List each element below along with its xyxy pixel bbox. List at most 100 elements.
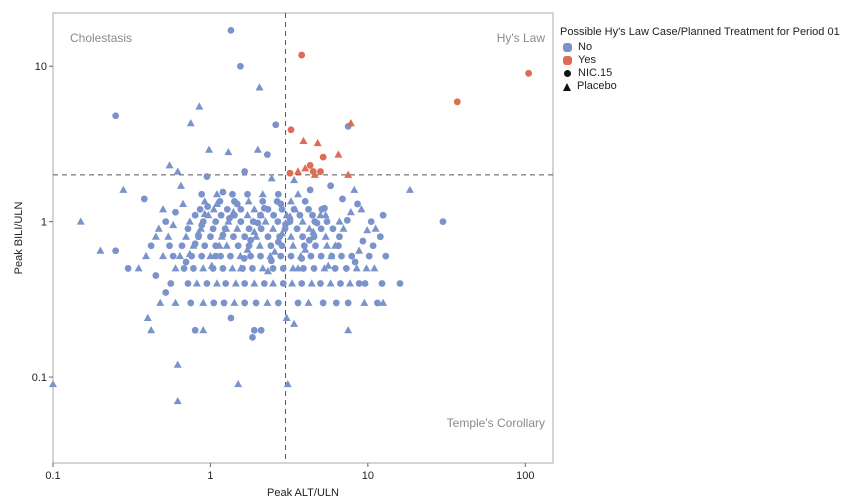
point-no-circle[interactable]	[227, 252, 234, 260]
point-no-circle[interactable]	[279, 265, 287, 272]
point-no-circle[interactable]	[147, 242, 155, 250]
point-no-triangle[interactable]	[147, 326, 156, 334]
point-no-triangle[interactable]	[282, 313, 291, 321]
point-no-triangle[interactable]	[298, 217, 307, 225]
point-no-circle[interactable]	[317, 280, 324, 287]
point-no-circle[interactable]	[318, 205, 326, 213]
point-no-circle[interactable]	[166, 242, 173, 250]
point-no-triangle[interactable]	[294, 190, 303, 198]
point-no-circle[interactable]	[307, 252, 315, 260]
point-no-triangle[interactable]	[321, 211, 330, 219]
point-no-triangle[interactable]	[352, 264, 361, 272]
point-no-triangle[interactable]	[195, 102, 204, 110]
point-no-circle[interactable]	[216, 197, 224, 205]
point-no-triangle[interactable]	[185, 217, 194, 225]
point-no-circle[interactable]	[199, 218, 207, 226]
point-no-circle[interactable]	[244, 190, 251, 198]
point-no-triangle[interactable]	[217, 232, 226, 240]
point-no-circle[interactable]	[234, 242, 242, 250]
point-no-triangle[interactable]	[282, 211, 291, 219]
point-no-circle[interactable]	[227, 314, 235, 322]
point-no-circle[interactable]	[190, 265, 197, 272]
point-no-triangle[interactable]	[76, 217, 85, 225]
point-no-triangle[interactable]	[179, 199, 188, 207]
point-no-triangle[interactable]	[134, 264, 143, 272]
point-no-circle[interactable]	[286, 218, 294, 226]
point-no-circle[interactable]	[365, 252, 373, 260]
point-yes-circle[interactable]	[306, 162, 314, 169]
point-no-triangle[interactable]	[182, 232, 191, 240]
point-no-circle[interactable]	[379, 211, 387, 219]
point-no-circle[interactable]	[327, 182, 335, 190]
point-no-triangle[interactable]	[199, 298, 208, 306]
point-no-circle[interactable]	[257, 252, 264, 260]
point-yes-triangle[interactable]	[334, 150, 343, 158]
point-no-circle[interactable]	[112, 247, 120, 255]
point-no-circle[interactable]	[124, 265, 132, 272]
point-no-circle[interactable]	[331, 265, 339, 272]
point-no-triangle[interactable]	[261, 217, 270, 225]
point-no-circle[interactable]	[339, 195, 346, 203]
point-no-triangle[interactable]	[270, 247, 279, 255]
point-no-circle[interactable]	[207, 233, 214, 241]
point-no-triangle[interactable]	[173, 360, 182, 368]
point-no-circle[interactable]	[245, 225, 253, 233]
point-no-circle[interactable]	[191, 211, 199, 219]
point-no-circle[interactable]	[169, 252, 177, 260]
point-no-circle[interactable]	[301, 197, 309, 205]
legend-item-nic15[interactable]: NIC.15	[560, 67, 850, 80]
point-no-triangle[interactable]	[243, 245, 252, 253]
point-no-circle[interactable]	[182, 258, 190, 266]
point-no-triangle[interactable]	[326, 279, 335, 287]
point-no-triangle[interactable]	[156, 298, 165, 306]
point-no-triangle[interactable]	[322, 241, 331, 249]
point-no-triangle[interactable]	[49, 379, 57, 388]
point-no-circle[interactable]	[223, 205, 231, 213]
point-no-circle[interactable]	[287, 252, 295, 260]
point-no-triangle[interactable]	[143, 313, 152, 321]
point-no-triangle[interactable]	[362, 264, 371, 272]
point-no-triangle[interactable]	[173, 167, 182, 175]
point-no-circle[interactable]	[219, 188, 227, 196]
point-no-triangle[interactable]	[244, 197, 253, 205]
point-no-triangle[interactable]	[370, 264, 379, 272]
point-no-circle[interactable]	[378, 280, 386, 287]
point-no-triangle[interactable]	[171, 298, 180, 306]
point-no-triangle[interactable]	[360, 298, 369, 306]
point-no-circle[interactable]	[140, 195, 148, 203]
point-no-triangle[interactable]	[263, 266, 272, 275]
point-no-circle[interactable]	[311, 218, 319, 226]
point-no-circle[interactable]	[336, 233, 343, 241]
point-no-triangle[interactable]	[176, 181, 185, 189]
point-no-circle[interactable]	[296, 211, 304, 219]
point-no-circle[interactable]	[201, 242, 209, 250]
point-no-circle[interactable]	[348, 252, 356, 260]
point-no-circle[interactable]	[212, 242, 220, 250]
point-no-circle[interactable]	[257, 211, 264, 219]
point-no-circle[interactable]	[298, 280, 306, 287]
point-no-circle[interactable]	[239, 265, 246, 272]
point-no-circle[interactable]	[332, 299, 340, 307]
point-no-circle[interactable]	[351, 258, 359, 266]
point-no-circle[interactable]	[300, 265, 307, 272]
point-no-circle[interactable]	[172, 208, 179, 216]
point-no-circle[interactable]	[184, 280, 192, 287]
point-no-circle[interactable]	[299, 233, 306, 241]
point-no-circle[interactable]	[191, 326, 199, 334]
point-yes-triangle[interactable]	[299, 136, 308, 145]
legend-item-yes[interactable]: Yes	[560, 54, 850, 67]
point-no-triangle[interactable]	[291, 205, 300, 213]
point-no-triangle[interactable]	[335, 217, 344, 225]
point-no-triangle[interactable]	[250, 279, 259, 287]
point-no-circle[interactable]	[267, 242, 275, 250]
point-no-circle[interactable]	[281, 225, 289, 233]
point-no-circle[interactable]	[355, 280, 363, 287]
point-yes-circle[interactable]	[287, 126, 295, 134]
point-no-triangle[interactable]	[196, 224, 205, 232]
point-no-circle[interactable]	[317, 252, 325, 260]
point-no-triangle[interactable]	[267, 174, 276, 182]
point-no-circle[interactable]	[229, 190, 236, 198]
point-no-circle[interactable]	[180, 265, 188, 272]
point-no-circle[interactable]	[342, 265, 350, 272]
point-no-circle[interactable]	[259, 197, 267, 205]
